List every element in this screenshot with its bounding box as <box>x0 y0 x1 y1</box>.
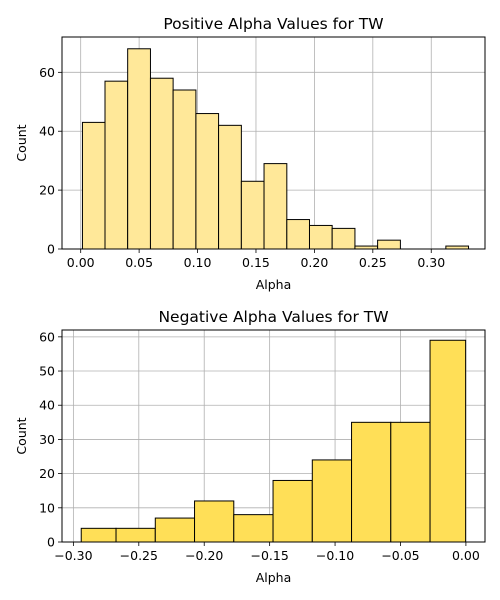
plot-frame <box>61 329 486 543</box>
y-tick-label: 20 <box>39 466 55 481</box>
x-tick-label: 0.20 <box>300 255 328 270</box>
histogram-bar-5 <box>233 514 274 543</box>
chart-panel-1: 0.00 0.05 0.10 0.15 0.20 0.25 0.30 0 20 40 60 Posit… <box>14 15 486 292</box>
x-axis-label: Alpha <box>256 277 292 292</box>
histogram-bar-1 <box>80 527 117 543</box>
chart-title: Positive Alpha Values for TW <box>163 15 383 33</box>
x-tick-label: −0.30 <box>54 548 92 563</box>
y-tick-label: 50 <box>39 364 55 379</box>
x-tick-label: 0.15 <box>242 255 270 270</box>
histogram-bar-10 <box>429 339 467 543</box>
y-tick-label: 0 <box>47 535 55 550</box>
y-tick-label: 60 <box>39 65 55 80</box>
histogram-bar-9 <box>263 163 288 250</box>
histogram-bar-4 <box>149 77 174 250</box>
histogram-bar-14 <box>377 239 401 250</box>
histogram-bar-3 <box>154 517 196 543</box>
y-tick-label: 20 <box>39 183 55 198</box>
x-tick-label: −0.25 <box>120 548 158 563</box>
y-tick-label: 40 <box>39 398 55 413</box>
x-tick-label: −0.15 <box>250 548 288 563</box>
histogram-bar-12 <box>331 227 356 250</box>
histogram-bar-9 <box>390 421 431 543</box>
x-tick-label: 0.25 <box>359 255 387 270</box>
x-tick-label: −0.20 <box>185 548 223 563</box>
histogram-bar-7 <box>218 124 242 250</box>
y-tick-label: 10 <box>39 500 55 515</box>
x-tick-label: 0.10 <box>184 255 212 270</box>
chart-title: Negative Alpha Values for TW <box>158 308 388 326</box>
y-axis-label: Count <box>14 124 29 161</box>
y-tick-label: 0 <box>47 242 55 257</box>
histogram-bar-11 <box>308 224 333 250</box>
histogram-bar-7 <box>311 459 353 543</box>
histogram-bar-6 <box>195 113 220 250</box>
x-tick-label: 0.05 <box>125 255 153 270</box>
x-tick-label: −0.05 <box>381 548 419 563</box>
x-tick-label: −0.10 <box>316 548 354 563</box>
histogram-bar-2 <box>115 527 156 543</box>
y-tick-label: 60 <box>39 329 55 344</box>
plot-frame <box>61 36 486 250</box>
x-tick-label: 0.00 <box>452 548 480 563</box>
y-axis-label: Count <box>14 417 29 454</box>
histogram-bar-3 <box>127 48 151 250</box>
histogram-bar-4 <box>194 500 235 543</box>
histogram-bar-6 <box>272 479 313 543</box>
histogram-bar-10 <box>286 219 310 250</box>
histogram-bar-2 <box>104 80 129 250</box>
histogram-bar-8 <box>351 421 392 543</box>
histogram-bar-8 <box>240 180 265 250</box>
histogram-bar-1 <box>81 121 106 250</box>
x-tick-label: 0.00 <box>67 255 95 270</box>
x-axis-label: Alpha <box>256 570 292 585</box>
y-tick-label: 40 <box>39 124 55 139</box>
y-tick-label: 30 <box>39 432 55 447</box>
x-tick-label: 0.30 <box>417 255 445 270</box>
histogram-bar-5 <box>172 89 197 250</box>
chart-panel-2: −0.30 −0.25 −0.20 −0.15 −0.10 −0.05 0.00 0 10 20 3… <box>14 308 486 585</box>
